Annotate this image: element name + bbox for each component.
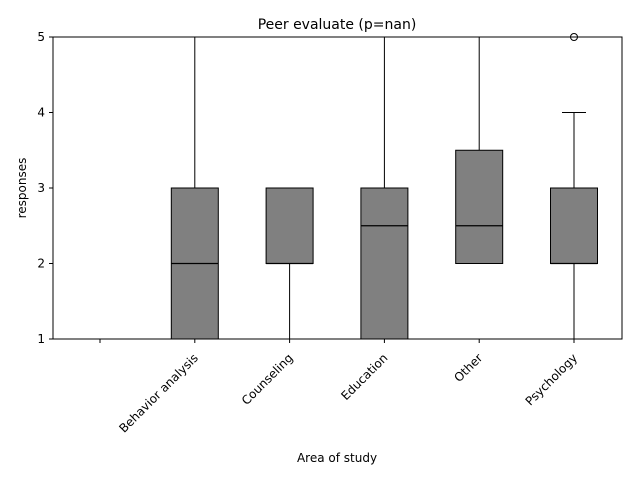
y-tick-label: 1: [37, 332, 45, 346]
y-tick-label: 5: [37, 30, 45, 44]
x-tick-label: Behavior analysis: [116, 351, 201, 436]
y-tick-label: 3: [37, 181, 45, 195]
y-axis-label: responses: [15, 158, 29, 219]
x-tick-label: Counseling: [239, 351, 296, 408]
x-axis-label: Area of study: [297, 451, 377, 465]
x-tick-label: Psychology: [523, 351, 581, 409]
x-tick-label: Education: [338, 351, 390, 403]
x-tick-label: Other: [451, 351, 485, 385]
chart-title: Peer evaluate (p=nan): [258, 17, 417, 33]
y-tick-label: 4: [37, 106, 45, 120]
plot-area: 1 2 3 4 5 Behavior analysis Counseling Educatio…: [37, 30, 598, 436]
y-tick-label: 2: [37, 257, 45, 271]
box-iqr: [455, 149, 504, 264]
box-iqr: [550, 187, 598, 264]
box-iqr: [265, 187, 314, 264]
axes-frame: [52, 36, 623, 340]
box-iqr: [360, 187, 409, 340]
